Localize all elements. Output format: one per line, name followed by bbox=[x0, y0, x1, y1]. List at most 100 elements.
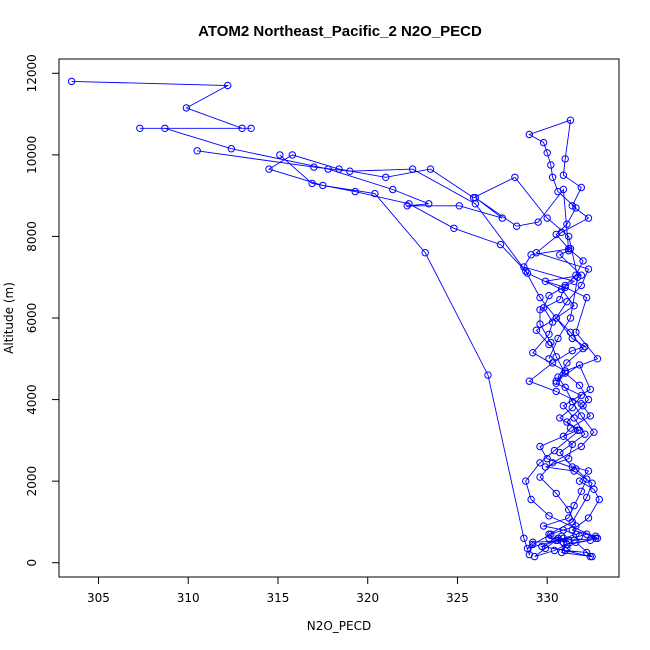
data-point bbox=[575, 532, 584, 540]
data-point bbox=[586, 552, 594, 561]
data-point bbox=[559, 171, 568, 179]
y-tick-label: 2000 bbox=[25, 466, 39, 497]
data-point bbox=[565, 455, 573, 463]
data-point bbox=[557, 548, 566, 557]
data-point bbox=[574, 426, 582, 434]
data-point bbox=[552, 314, 560, 322]
x-tick-label: 315 bbox=[267, 591, 290, 605]
data-point bbox=[550, 446, 559, 455]
data-point bbox=[583, 530, 591, 538]
data-point bbox=[566, 116, 575, 124]
data-point bbox=[572, 538, 580, 546]
data-point bbox=[563, 220, 571, 228]
data-point bbox=[570, 414, 578, 422]
data-point bbox=[552, 377, 560, 385]
data-point bbox=[552, 489, 560, 498]
data-point bbox=[523, 269, 532, 277]
data-point bbox=[238, 124, 246, 133]
y-tick-label: 12000 bbox=[25, 54, 39, 92]
data-point bbox=[405, 200, 413, 208]
series-layer bbox=[67, 77, 603, 561]
data-point bbox=[545, 355, 553, 363]
data-point bbox=[525, 377, 533, 385]
data-point bbox=[247, 124, 255, 133]
data-point bbox=[382, 173, 390, 182]
y-axis-label: Altitude (m) bbox=[2, 282, 16, 354]
data-point bbox=[575, 361, 584, 369]
data-point bbox=[534, 218, 542, 226]
data-point bbox=[577, 412, 585, 420]
data-point bbox=[227, 145, 236, 153]
data-point bbox=[561, 546, 569, 555]
data-point bbox=[583, 293, 591, 302]
data-point bbox=[577, 400, 585, 408]
data-point bbox=[450, 224, 458, 233]
data-point bbox=[548, 359, 557, 367]
data-point bbox=[566, 424, 575, 432]
data-point bbox=[561, 369, 569, 377]
data-point bbox=[566, 314, 575, 322]
data-point bbox=[579, 402, 587, 410]
y-tick-label: 10000 bbox=[25, 136, 39, 174]
data-point bbox=[577, 183, 585, 192]
data-point bbox=[586, 412, 594, 420]
data-point bbox=[561, 155, 569, 163]
data-point bbox=[559, 402, 568, 410]
x-axis-label: N2O_PECD bbox=[307, 619, 372, 633]
data-point bbox=[161, 124, 169, 133]
data-point bbox=[136, 124, 144, 133]
x-tick-label: 305 bbox=[87, 591, 110, 605]
data-point bbox=[536, 442, 544, 451]
data-point bbox=[532, 326, 541, 334]
data-point bbox=[552, 353, 560, 361]
data-point bbox=[426, 165, 435, 173]
data-point bbox=[563, 359, 571, 367]
data-point bbox=[536, 306, 544, 314]
data-point bbox=[545, 340, 553, 349]
data-point bbox=[584, 395, 593, 404]
data-point bbox=[469, 194, 478, 202]
data-point bbox=[550, 546, 559, 555]
data-point bbox=[554, 373, 562, 381]
data-point bbox=[557, 285, 566, 294]
data-point bbox=[545, 512, 553, 520]
data-point bbox=[572, 522, 580, 530]
data-point bbox=[572, 328, 580, 336]
data-point bbox=[536, 320, 544, 328]
data-point bbox=[572, 465, 580, 473]
data-point bbox=[568, 346, 576, 355]
data-point bbox=[557, 228, 566, 237]
data-point bbox=[584, 514, 593, 522]
data-point bbox=[371, 189, 379, 198]
data-point bbox=[570, 467, 578, 475]
data-point bbox=[545, 330, 553, 338]
data-point bbox=[588, 479, 596, 487]
data-point bbox=[592, 532, 600, 540]
data-point bbox=[584, 265, 593, 273]
data-point bbox=[527, 495, 535, 504]
data-point bbox=[496, 240, 505, 249]
data-point bbox=[265, 165, 273, 173]
data-point bbox=[548, 459, 557, 467]
series-line-3 bbox=[267, 154, 595, 557]
y-tick-label: 4000 bbox=[25, 384, 39, 415]
data-point bbox=[525, 550, 533, 559]
data-point bbox=[67, 77, 76, 86]
data-point bbox=[539, 138, 548, 147]
data-point bbox=[288, 151, 296, 159]
x-tick-label: 320 bbox=[356, 591, 379, 605]
data-point bbox=[556, 251, 564, 259]
data-point bbox=[522, 477, 530, 485]
data-point bbox=[522, 267, 530, 275]
data-point bbox=[536, 473, 544, 481]
data-point bbox=[556, 295, 564, 304]
data-point bbox=[577, 271, 585, 279]
data-point bbox=[455, 202, 463, 210]
data-point bbox=[548, 318, 557, 326]
data-point bbox=[224, 81, 232, 90]
data-point bbox=[568, 202, 576, 210]
data-point bbox=[579, 344, 587, 353]
data-point bbox=[319, 181, 327, 190]
data-point bbox=[568, 397, 576, 406]
